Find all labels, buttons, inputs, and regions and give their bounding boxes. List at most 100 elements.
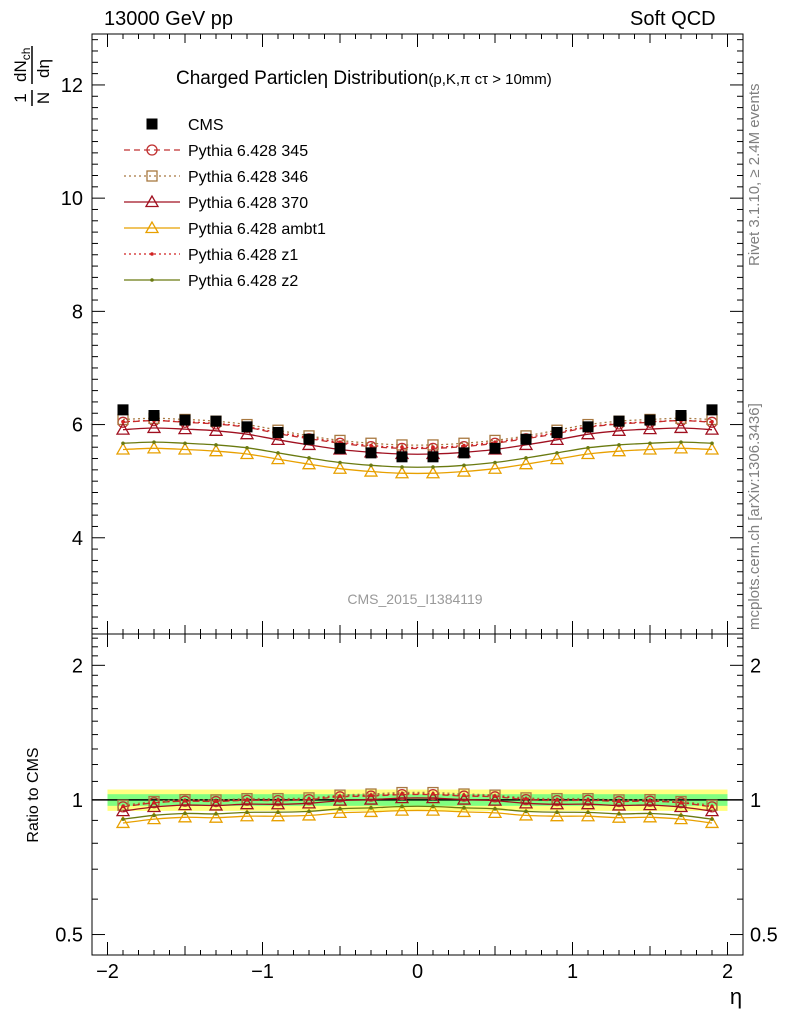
ratio-point-pythia-6-428-z2 [400,804,404,809]
ratio-point-pythia-6-428-ambt1 [642,809,658,823]
point-cms [706,404,718,416]
point-pythia-6-428-346 [427,439,439,451]
point-pythia-6-428-z2 [648,441,652,446]
ratio-point-pythia-6-428-z1 [121,804,125,809]
point-cms [148,410,160,422]
point-pythia-6-428-z2 [369,463,373,468]
legend-label-pythia-6-428-345: Pythia 6.428 345 [188,143,308,160]
ratio-point-pythia-6-428-370 [270,796,286,810]
ratio-point-pythia-6-428-370 [208,798,224,811]
svg-text:dNch: dNch [11,48,33,82]
ratio-line-pythia-6-428-ambt1 [122,809,713,824]
ratio-point-pythia-6-428-z2 [183,811,187,816]
ratio-point-pythia-6-428-346 [706,799,718,811]
point-pythia-6-428-z1 [462,443,466,448]
ratio-point-pythia-6-428-z2 [555,810,559,815]
ratio-point-pythia-6-428-ambt1 [115,815,131,829]
series-line-pythia-6-428-ambt1 [122,447,713,475]
point-pythia-6-428-z2 [307,456,311,460]
point-pythia-6-428-ambt1 [425,465,441,479]
point-pythia-6-428-z1 [431,445,435,450]
ratio-point-pythia-6-428-346 [551,792,563,805]
ratio-point-pythia-6-428-ambt1 [270,808,286,822]
point-cms [582,421,594,433]
point-pythia-6-428-ambt1 [487,461,503,474]
ratio-ylabel: Ratio to CMS [25,747,42,842]
ratio-point-pythia-6-428-370 [673,799,689,813]
ratio-point-pythia-6-428-370 [642,797,658,811]
point-pythia-6-428-z2 [493,460,497,465]
point-pythia-6-428-370 [673,420,689,434]
legend-marker-pythia-6-428-z1 [150,252,154,256]
point-pythia-6-428-z2 [183,441,187,446]
ratio-line-pythia-6-428-z1 [122,793,713,808]
legend-marker-pythia-6-428-ambt1 [144,220,160,234]
point-pythia-6-428-z2 [245,445,249,450]
ratio-y-tick-label: 0.5 [55,925,83,947]
ratio-point-pythia-6-428-z1 [400,792,404,796]
ratio-y-tick-label: 2 [72,655,83,677]
point-pythia-6-428-z1 [400,445,404,450]
ratio-point-pythia-6-428-370 [549,796,565,810]
ratio-point-pythia-6-428-ambt1 [177,809,193,823]
ratio-point-pythia-6-428-370 [425,790,441,804]
axes-frames [91,33,744,956]
point-cms [117,404,129,416]
point-pythia-6-428-370 [270,432,286,445]
ratio-y-tick-label-right: 0.5 [750,925,778,947]
ratio-point-pythia-6-428-ambt1 [704,815,720,829]
legend-label-cms: CMS [188,117,224,134]
legend-marker-pythia-6-428-z2 [150,278,154,282]
legend-marker-pythia-6-428-346 [146,170,158,182]
point-pythia-6-428-ambt1 [611,443,627,457]
main-plot [115,404,720,479]
x-tick-label: −2 [96,961,119,983]
point-cms [396,451,408,463]
ratio-point-pythia-6-428-z1 [617,799,621,804]
point-pythia-6-428-z2 [586,445,590,450]
point-pythia-6-428-346 [396,439,408,451]
ratio-point-pythia-6-428-z2 [617,812,621,816]
legend: CMS Pythia 6.428 345 Pythia 6.428 346 Pythi… [124,117,326,290]
point-pythia-6-428-z2 [524,456,528,460]
ratio-point-pythia-6-428-370 [394,790,410,804]
point-cms [458,447,470,459]
legend-marker-pythia-6-428-345 [146,144,158,156]
point-cms [613,415,625,427]
ratio-point-pythia-6-428-ambt1 [301,808,317,821]
ratio-point-pythia-6-428-ambt1 [487,805,503,819]
ratio-y-tick-label-right: 1 [750,790,761,812]
ratio-point-pythia-6-428-z1 [431,792,435,796]
ratio-point-pythia-6-428-z2 [586,810,590,815]
ratio-point-pythia-6-428-370 [456,792,472,805]
x-tick-label: 0 [412,961,423,983]
ratio-point-pythia-6-428-z2 [276,810,280,815]
ratio-point-pythia-6-428-z1 [679,800,683,805]
point-pythia-6-428-z2 [400,465,404,469]
ratio-plot [92,786,743,829]
ratio-point-pythia-6-428-z2 [462,806,466,810]
watermark: CMS_2015_I1384119 [347,591,482,607]
ratio-y-tick-label: 1 [72,790,83,812]
point-pythia-6-428-ambt1 [549,451,565,465]
ratio-point-pythia-6-428-z1 [710,804,714,809]
ratio-line-pythia-6-428-370 [122,797,713,812]
point-pythia-6-428-z2 [338,460,342,465]
ratio-point-pythia-6-428-z1 [586,798,590,802]
x-tick-label: −1 [251,961,274,983]
y-tick-label: 4 [72,528,83,550]
ratio-point-pythia-6-428-370 [115,803,131,817]
point-pythia-6-428-ambt1 [177,442,193,455]
ratio-point-pythia-6-428-z1 [648,799,652,803]
point-pythia-6-428-ambt1 [518,456,534,470]
ratio-point-pythia-6-428-z2 [307,809,311,814]
point-cms [334,442,346,454]
x-tick-label: 1 [567,961,578,983]
point-pythia-6-428-370 [642,421,658,435]
point-pythia-6-428-370 [146,420,162,434]
header-left: 13000 GeV pp [104,8,233,30]
ratio-y-tick-label-right: 2 [750,655,761,677]
point-pythia-6-428-z1 [121,419,125,424]
point-cms [551,426,563,438]
